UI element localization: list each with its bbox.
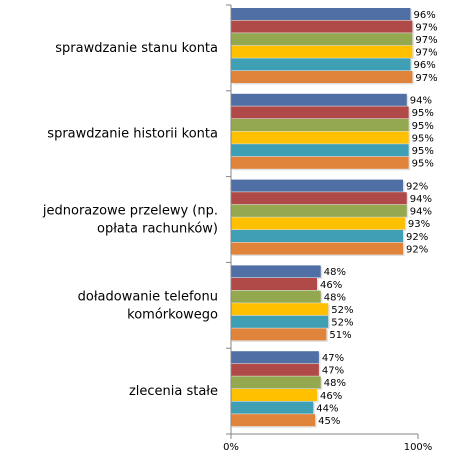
category-label: opłata rachunków) <box>97 222 218 237</box>
bar <box>231 230 404 242</box>
bar <box>231 363 319 376</box>
category-label: komórkowego <box>127 307 218 322</box>
bar <box>231 8 411 20</box>
category-label: sprawdzanie stanu konta <box>55 41 218 56</box>
bar <box>231 303 329 316</box>
bar <box>231 242 404 255</box>
data-label: 45% <box>318 416 340 427</box>
data-label: 97% <box>415 22 437 33</box>
bar <box>231 71 413 83</box>
data-label: 52% <box>331 318 353 329</box>
data-label: 44% <box>316 403 338 414</box>
category-label: sprawdzanie historii konta <box>47 127 218 142</box>
bar <box>231 106 409 119</box>
data-label: 97% <box>415 48 437 59</box>
data-label: 96% <box>414 60 436 71</box>
data-label: 48% <box>324 378 346 389</box>
data-label: 46% <box>320 391 342 402</box>
x-tick-label: 0% <box>223 442 239 453</box>
bar <box>231 58 411 71</box>
bar <box>231 156 409 169</box>
bar <box>231 45 413 58</box>
bar <box>231 119 409 131</box>
bar <box>231 328 327 341</box>
bar <box>231 278 318 290</box>
data-label: 94% <box>410 194 432 205</box>
data-label: 93% <box>408 219 430 230</box>
bar <box>231 414 316 427</box>
bar <box>231 217 405 230</box>
bar <box>231 351 319 364</box>
bar <box>231 389 318 401</box>
x-tick-label: 100% <box>404 442 433 453</box>
bar <box>231 20 413 33</box>
data-label: 94% <box>410 207 432 218</box>
data-label: 47% <box>322 353 344 364</box>
data-label: 48% <box>324 267 346 278</box>
bar <box>231 33 413 46</box>
data-label: 94% <box>410 96 432 107</box>
category-label: doładowanie telefonu <box>78 289 218 304</box>
bar <box>231 131 409 144</box>
bar <box>231 179 404 192</box>
data-label: 92% <box>406 232 428 243</box>
data-label: 95% <box>412 146 434 157</box>
data-label: 52% <box>331 305 353 316</box>
bar <box>231 376 321 389</box>
data-label: 51% <box>329 330 351 341</box>
data-label: 48% <box>324 292 346 303</box>
bar <box>231 204 407 217</box>
bar <box>231 290 321 303</box>
bar <box>231 144 409 157</box>
data-label: 46% <box>320 280 342 291</box>
bar <box>231 93 407 106</box>
data-label: 95% <box>412 159 434 170</box>
category-label: jednorazowe przelewy (np. <box>42 204 218 219</box>
data-label: 92% <box>406 181 428 192</box>
bar <box>231 315 329 328</box>
bar <box>231 265 321 278</box>
bar <box>231 192 407 205</box>
data-label: 95% <box>412 108 434 119</box>
data-label: 47% <box>322 366 344 377</box>
bar <box>231 401 314 414</box>
data-label: 96% <box>414 10 436 21</box>
data-label: 97% <box>415 73 437 84</box>
data-label: 95% <box>412 121 434 132</box>
data-label: 95% <box>412 133 434 144</box>
category-label: zlecenia stałe <box>129 384 218 399</box>
data-label: 97% <box>415 35 437 46</box>
data-label: 92% <box>406 244 428 255</box>
